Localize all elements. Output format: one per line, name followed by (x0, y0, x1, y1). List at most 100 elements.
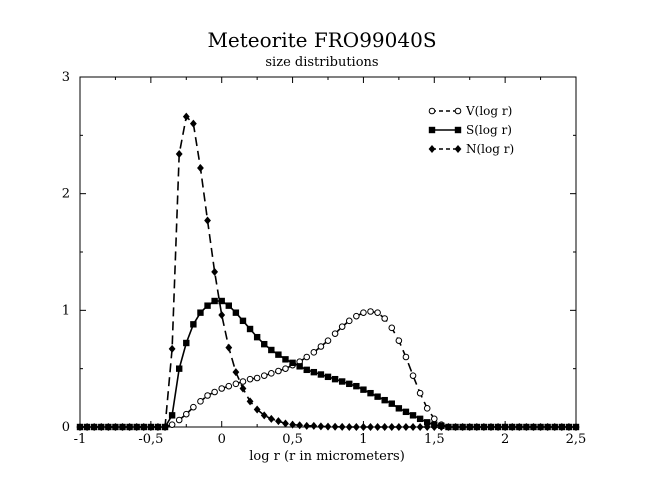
data-point (303, 421, 311, 430)
data-point (381, 315, 388, 322)
data-point (83, 423, 91, 431)
data-point (572, 423, 580, 431)
data-point (218, 311, 226, 319)
data-point (225, 343, 233, 352)
data-point (466, 423, 474, 431)
series-n-log-r (76, 112, 580, 431)
data-point (388, 324, 396, 332)
series-line (80, 310, 576, 428)
data-point (182, 112, 190, 121)
legend-label: N(log r) (466, 142, 514, 156)
data-point (197, 309, 204, 316)
series-layer (76, 112, 580, 431)
data-point (296, 421, 304, 430)
data-point (430, 423, 438, 431)
x-tick-label: 0 (218, 432, 226, 447)
data-point (494, 423, 502, 431)
data-point (310, 421, 318, 430)
data-point (367, 423, 374, 431)
data-point (197, 398, 204, 405)
data-point (508, 423, 516, 431)
data-point (346, 380, 353, 388)
data-point (338, 323, 346, 330)
data-point (353, 312, 360, 320)
data-point (168, 344, 176, 353)
x-axis: -1 -0,5 0 0,5 1 1,5 2 2,5 (74, 77, 586, 447)
data-point (190, 403, 197, 411)
data-point (246, 397, 254, 406)
series-line (80, 115, 576, 428)
legend-marker (454, 145, 462, 153)
data-point (211, 388, 218, 396)
data-point (267, 414, 275, 423)
data-point (204, 392, 211, 399)
data-point (239, 378, 247, 385)
data-point (345, 317, 353, 325)
y-tick-label: 0 (62, 420, 70, 435)
data-point (423, 423, 431, 431)
data-point (190, 321, 197, 328)
data-point (253, 333, 261, 341)
data-point (331, 330, 339, 337)
legend-marker (428, 107, 436, 115)
data-point (126, 423, 133, 431)
chart-title: Meteorite FRO99040S (207, 28, 436, 52)
data-point (261, 340, 268, 348)
data-point (161, 423, 169, 431)
data-point (225, 382, 233, 390)
data-point (76, 423, 84, 431)
data-point (211, 297, 218, 305)
data-point (303, 366, 310, 374)
data-point (409, 423, 417, 431)
data-point (381, 396, 388, 404)
x-tick-label: -0,5 (138, 432, 163, 447)
data-point (331, 422, 339, 431)
data-point (338, 378, 346, 385)
data-point (523, 423, 530, 431)
data-point (246, 375, 254, 383)
data-point (437, 423, 445, 431)
data-point (331, 375, 339, 383)
data-point (409, 412, 417, 419)
data-point (558, 423, 566, 431)
data-point (232, 368, 240, 377)
data-point (388, 400, 395, 407)
chart-subtitle: size distributions (265, 55, 378, 70)
data-point (395, 337, 403, 344)
data-point (551, 423, 559, 431)
data-point (154, 423, 162, 431)
data-point (246, 325, 254, 333)
data-point (537, 423, 544, 431)
data-point (487, 423, 495, 431)
data-point (104, 423, 112, 431)
data-point (353, 382, 360, 390)
data-point (168, 421, 176, 428)
data-point (374, 393, 381, 400)
data-point (239, 384, 247, 393)
x-tick-label: 2 (501, 432, 509, 447)
data-point (253, 374, 261, 382)
data-point (480, 423, 488, 431)
data-point (296, 363, 303, 370)
data-point (168, 412, 176, 419)
data-point (90, 423, 98, 431)
data-point (352, 423, 360, 431)
data-point (140, 423, 148, 431)
data-point (402, 353, 410, 361)
data-point (317, 371, 325, 378)
x-axis-label: log r (r in micrometers) (249, 449, 405, 464)
data-point (530, 423, 537, 431)
data-point (416, 389, 424, 397)
data-point (515, 423, 523, 431)
data-point (275, 351, 282, 358)
data-point (338, 422, 346, 431)
data-point (260, 372, 268, 379)
x-tick-label: -1 (74, 432, 87, 447)
data-point (501, 423, 509, 431)
data-point (268, 370, 275, 377)
data-point (317, 422, 325, 431)
data-point (282, 365, 289, 372)
data-point (430, 415, 438, 423)
y-tick-label: 1 (62, 303, 70, 318)
